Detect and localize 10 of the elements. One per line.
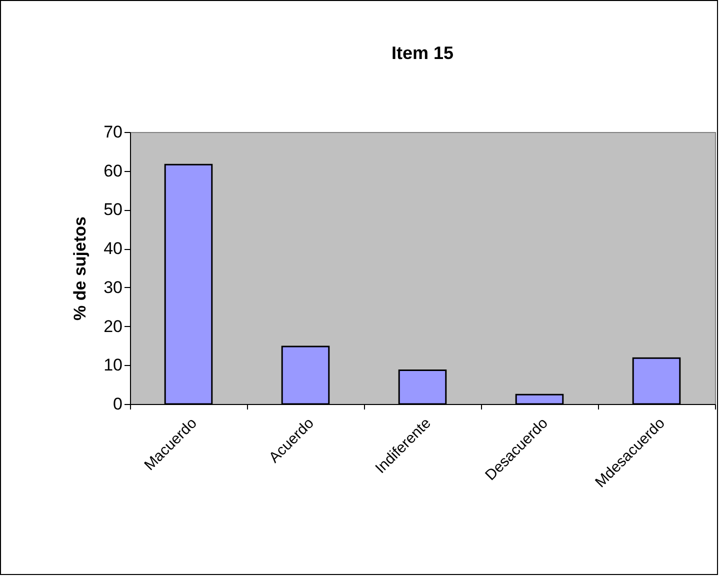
y-tick-label: 10	[104, 356, 122, 375]
y-tick-label: 70	[104, 122, 122, 142]
y-axis-title: % de sujetos	[70, 216, 90, 320]
y-tick-label: 40	[104, 239, 122, 258]
y-tick-label: 20	[104, 316, 122, 336]
chart-title: Item 15	[391, 43, 454, 63]
y-tick-label: 0	[113, 394, 122, 414]
y-tick-label: 60	[104, 161, 122, 180]
y-tick-label: 30	[104, 278, 122, 297]
y-tick-label: 50	[104, 200, 122, 220]
